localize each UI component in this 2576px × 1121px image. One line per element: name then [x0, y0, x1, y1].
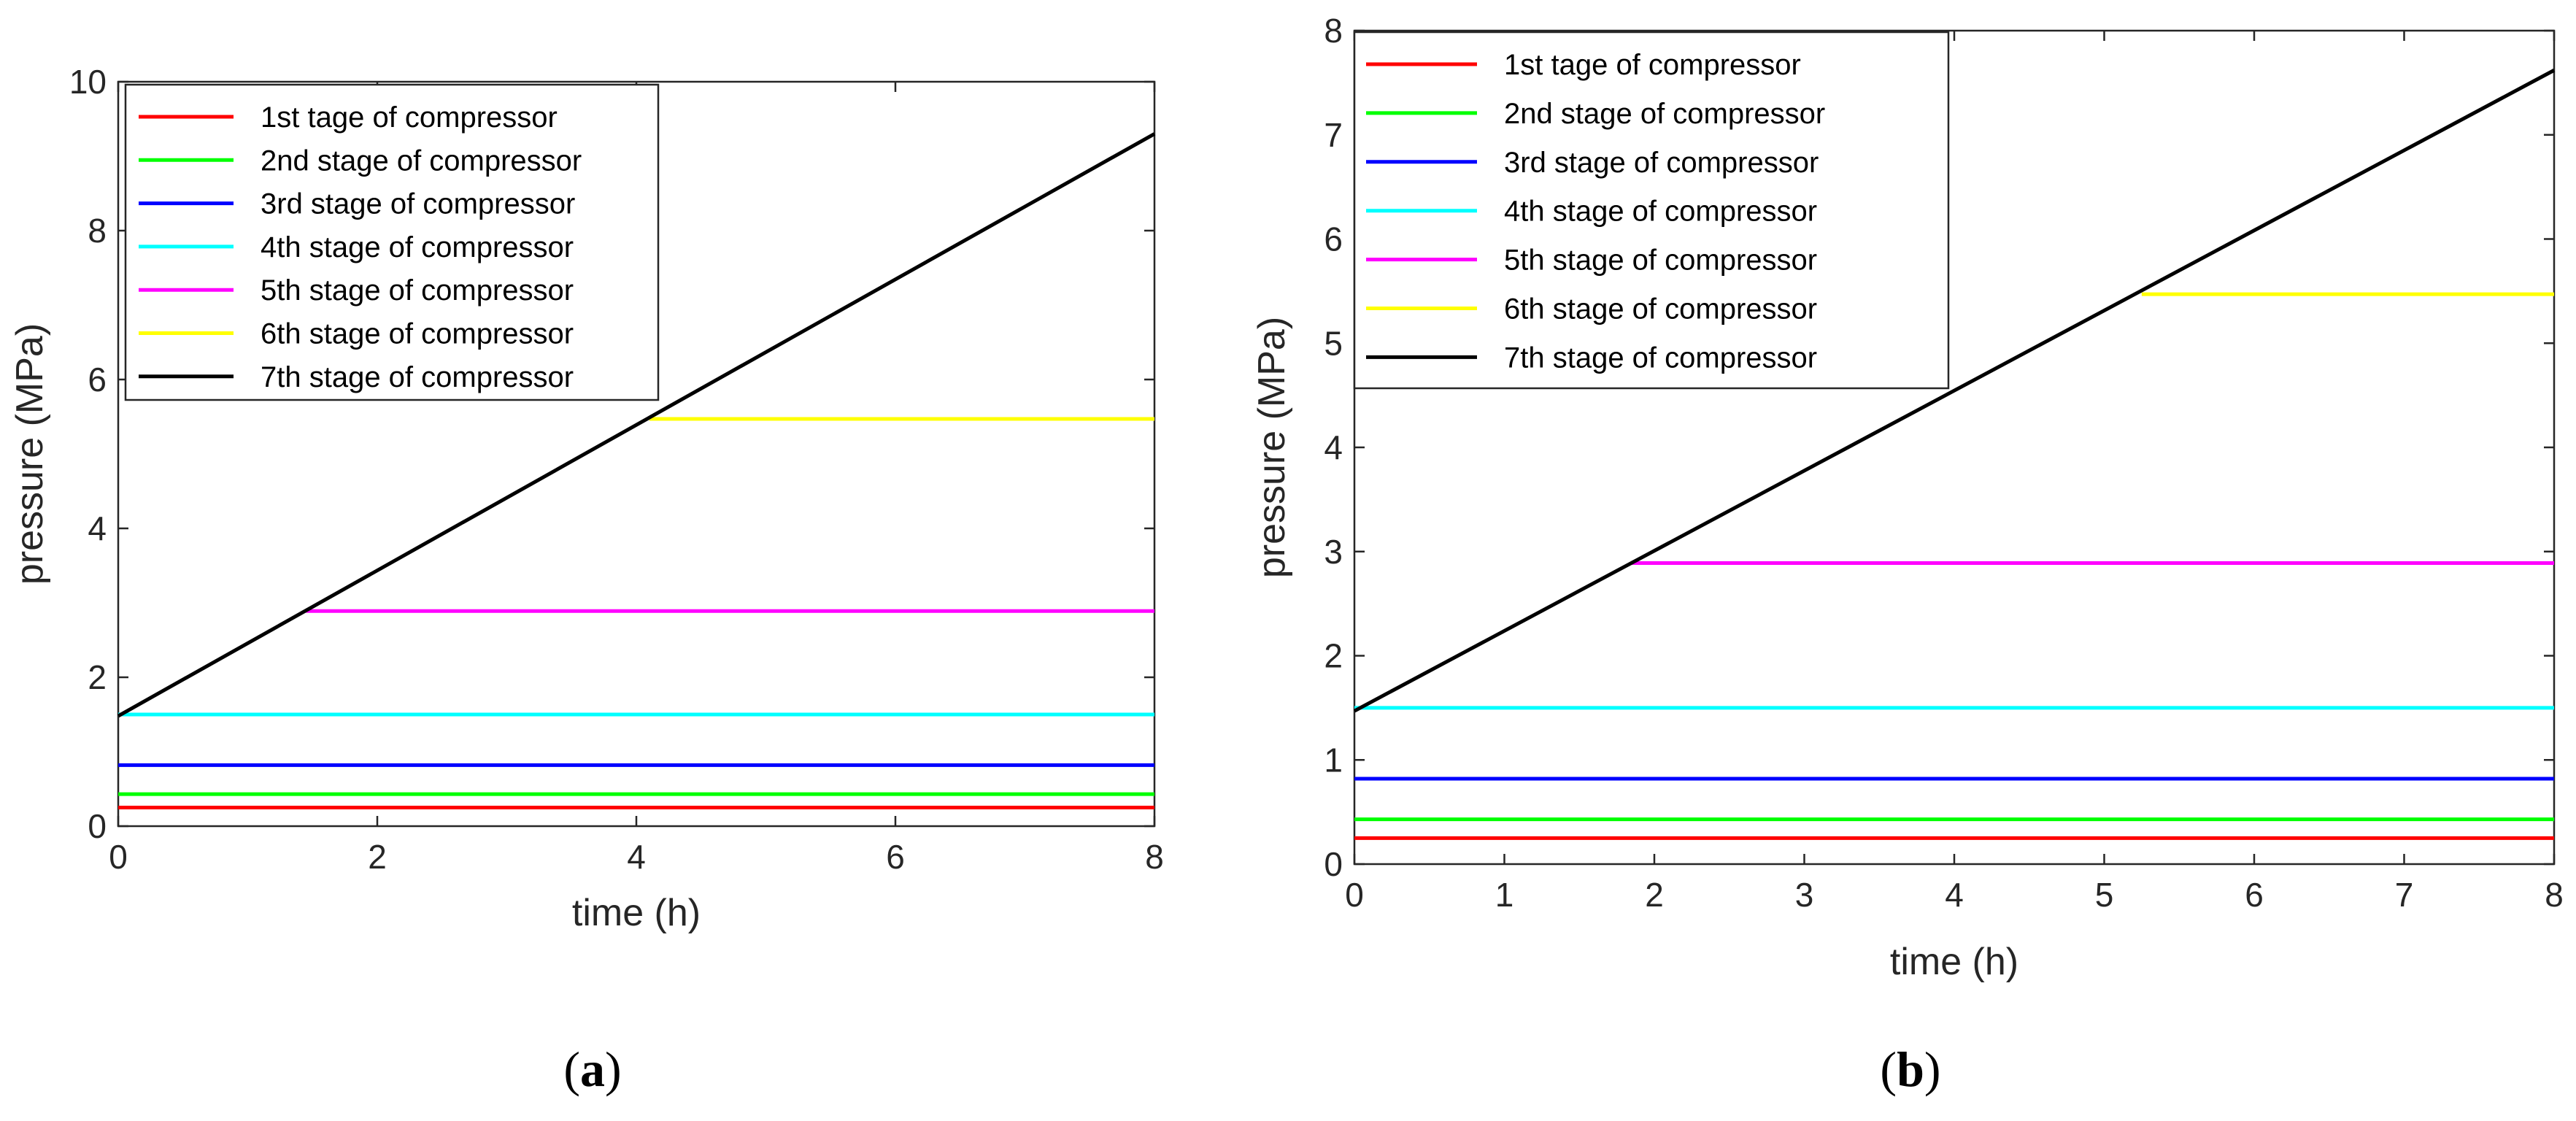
- legend-entry: 6th stage of compressor: [261, 318, 574, 350]
- chart-panel-b: 0 1 2 3 4 5 6 7 8 0 1 2 3 4 5 6 7 8 time (h) pressure (MPa)…: [1251, 12, 2564, 983]
- x-tick-label: 8: [2545, 876, 2564, 914]
- series-line-7: [1353, 69, 2556, 713]
- y-axis-label: pressure (MPa): [1251, 317, 1293, 578]
- x-tick-label: 2: [368, 838, 387, 876]
- legend-entry: 3rd stage of compressor: [261, 188, 575, 220]
- legend-entry: 3rd stage of compressor: [1504, 147, 1819, 179]
- legend-entry: 4th stage of compressor: [1504, 196, 1817, 228]
- panel-letter: b: [1897, 1041, 1924, 1097]
- panel-letter: a: [580, 1041, 605, 1097]
- y-axis-label: pressure (MPa): [9, 323, 51, 585]
- series-line-7: [117, 132, 1156, 718]
- legend: 1st tage of compressor 2nd stage of compr…: [1353, 31, 1950, 390]
- x-tick-label: 6: [2245, 876, 2264, 914]
- y-tick-label: 4: [88, 509, 107, 547]
- y-tick-label: 6: [88, 361, 107, 398]
- y-tick-label: 6: [1324, 220, 1343, 258]
- y-tick-label: 5: [1324, 324, 1343, 362]
- y-tick-label: 0: [1324, 845, 1343, 883]
- y-tick-label: 2: [88, 658, 107, 696]
- y-tick-label: 8: [88, 212, 107, 250]
- x-axis-label: time (h): [572, 892, 701, 934]
- legend-entry: 1st tage of compressor: [1504, 49, 1801, 81]
- y-tick-label: 4: [1324, 428, 1343, 466]
- x-tick-label: 5: [2095, 876, 2114, 914]
- legend-entry: 5th stage of compressor: [1504, 244, 1817, 277]
- legend-entry: 1st tage of compressor: [261, 101, 558, 134]
- y-tick-label: 7: [1324, 116, 1343, 154]
- y-tick-label: 0: [88, 807, 107, 845]
- legend-entry: 7th stage of compressor: [261, 361, 574, 393]
- x-tick-label: 6: [886, 838, 905, 876]
- x-tick-label: 0: [1345, 876, 1364, 914]
- legend: 1st tage of compressor 2nd stage of compr…: [124, 83, 660, 401]
- legend-entry: 4th stage of compressor: [261, 231, 574, 263]
- x-tick-label: 8: [1145, 838, 1164, 876]
- panel-label: (b): [1880, 1041, 1940, 1097]
- x-tick-label: 7: [2395, 876, 2414, 914]
- y-tick-label: 10: [69, 63, 107, 101]
- legend-entry: 6th stage of compressor: [1504, 293, 1817, 325]
- y-tick-label: 3: [1324, 533, 1343, 571]
- legend-entry: 5th stage of compressor: [261, 274, 574, 307]
- x-tick-label: 3: [1795, 876, 1814, 914]
- panel-label: (a): [563, 1041, 621, 1097]
- legend-entry: 2nd stage of compressor: [261, 145, 582, 177]
- x-tick-label: 1: [1495, 876, 1514, 914]
- chart-panel-a: 0 2 4 6 8 0 2 4 6 8 10 time (h) pressure (MPa) 1st ta…: [9, 63, 1164, 934]
- x-axis-label: time (h): [1890, 941, 2018, 983]
- legend-entry: 2nd stage of compressor: [1504, 98, 1825, 130]
- x-tick-label: 2: [1645, 876, 1664, 914]
- x-tick-label: 0: [109, 838, 128, 876]
- x-tick-label: 4: [627, 838, 646, 876]
- y-tick-label: 2: [1324, 637, 1343, 675]
- y-tick-label: 1: [1324, 741, 1343, 779]
- x-tick-label: 4: [1945, 876, 1964, 914]
- legend-entry: 7th stage of compressor: [1504, 342, 1817, 374]
- y-tick-label: 8: [1324, 12, 1343, 50]
- legend-box: [124, 83, 660, 401]
